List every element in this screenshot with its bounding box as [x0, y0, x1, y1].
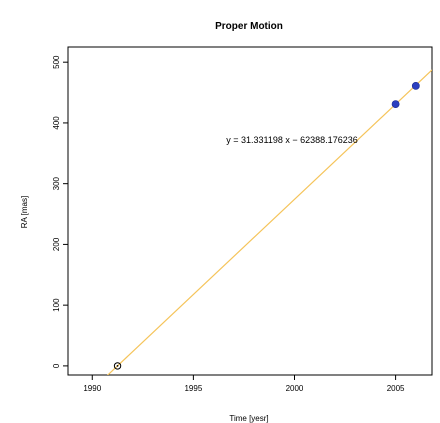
data-point — [391, 100, 400, 108]
x-tick-label: 1990 — [83, 384, 101, 393]
y-tick-label: 500 — [52, 55, 61, 69]
data-point-center — [116, 364, 119, 367]
x-tick-label: 1995 — [184, 384, 202, 393]
x-tick-label: 2005 — [387, 384, 405, 393]
data-point-open — [113, 362, 122, 370]
data-point — [411, 81, 420, 90]
plot-frame — [67, 46, 433, 376]
fit-line — [106, 69, 432, 375]
chart-title: Proper Motion — [215, 21, 283, 32]
x-tick-label: 2000 — [286, 384, 304, 393]
y-tick-label: 0 — [52, 363, 61, 368]
x-axis-label: Time [yesr] — [229, 414, 268, 423]
y-tick-label: 200 — [52, 237, 61, 251]
y-axis-label: RA [mas] — [20, 196, 29, 228]
fit-equation: y = 31.331198 x − 62388.176236 — [226, 135, 357, 145]
y-tick-label: 300 — [52, 176, 61, 190]
y-tick-label: 400 — [52, 116, 61, 130]
y-tick-label: 100 — [52, 298, 61, 312]
